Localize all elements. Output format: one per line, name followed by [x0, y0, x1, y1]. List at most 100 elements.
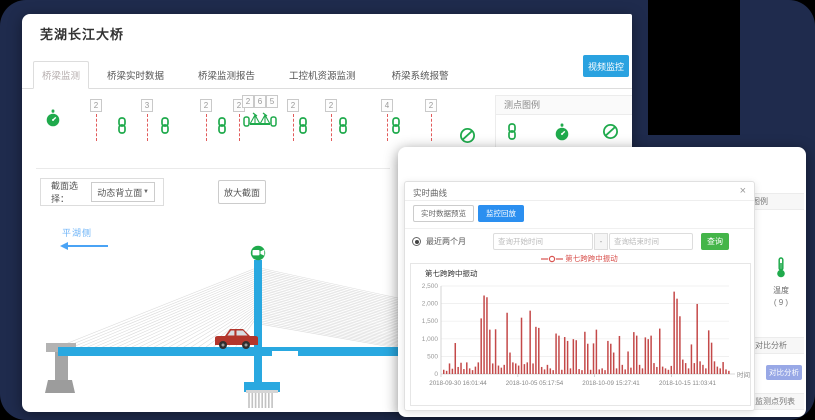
modal-header: 实时曲线 ×	[405, 182, 754, 201]
svg-text:2018-10-15 11:03:41: 2018-10-15 11:03:41	[659, 380, 717, 387]
start-time-input[interactable]	[493, 233, 593, 250]
divider	[36, 168, 390, 169]
dashed-line	[292, 114, 294, 141]
range-radio[interactable]	[412, 237, 421, 246]
tab-bar: 桥梁监测 桥梁实时数据 桥梁监测报告 工控机资源监测 桥梁系统报警	[22, 61, 632, 89]
dashed-line	[146, 114, 148, 141]
sensor-count-badge: 2	[325, 99, 337, 112]
svg-text:2,000: 2,000	[422, 301, 439, 308]
sensor-marker: 2	[325, 95, 337, 141]
tab-3[interactable]: 桥梁监测报告	[198, 71, 256, 82]
dashed-line	[386, 114, 388, 141]
end-time-input[interactable]	[609, 233, 693, 250]
sensor-count-badge: 2	[200, 99, 212, 112]
video-monitor-button[interactable]: 视频监控	[583, 55, 629, 77]
svg-text:2018-10-09 15:27:41: 2018-10-09 15:27:41	[582, 380, 640, 387]
sidebar-temperature-item[interactable]: 温度 ( 9 )	[764, 257, 798, 307]
modal-title: 实时曲线	[413, 188, 448, 198]
legend-marker-icon	[541, 255, 564, 263]
sensor-count-badge: 2	[242, 95, 254, 108]
caret-down-icon: ▼	[143, 189, 149, 195]
section-select-value: 动态背立面	[97, 187, 143, 198]
tab-2[interactable]: 桥梁实时数据	[107, 71, 165, 82]
secondary-window: 测点图例 温度 ( 9 ) 对比分析 对比分析 监测点列表 实时曲线 × 实时数…	[398, 147, 806, 417]
svg-text:2018-10-05 05:17:54: 2018-10-05 05:17:54	[506, 380, 564, 387]
dashed-line	[205, 114, 207, 141]
svg-text:0: 0	[434, 371, 438, 378]
page-title: 芜湖长江大桥	[40, 27, 125, 42]
legend-icons-row	[496, 115, 632, 155]
sensor-marker: 4	[381, 95, 393, 141]
sensor-marker: 2	[287, 95, 299, 141]
sensor-marker: 2	[200, 95, 212, 141]
svg-text:第七跨跨中振动: 第七跨跨中振动	[425, 268, 478, 278]
sensor-count-badge: 6	[254, 95, 266, 108]
legend-panel-title: 测点图例	[496, 95, 632, 115]
chain-icon[interactable]	[216, 117, 228, 139]
section-select-group: 截面选择： 动态背立面 ▼	[40, 178, 164, 206]
legend-series-label: 第七跨跨中振动	[565, 254, 618, 263]
section-select-dropdown[interactable]: 动态背立面 ▼	[91, 182, 155, 202]
section-select-label: 截面选择：	[51, 181, 79, 204]
tab-4[interactable]: 工控机资源监测	[289, 71, 356, 82]
tab-1[interactable]: 桥梁监测	[33, 61, 90, 89]
modal-tab-bar: 实时数据预览 监控回放	[413, 205, 524, 222]
svg-text:2,500: 2,500	[422, 283, 439, 290]
bridge-side-label: 平湖侧	[62, 228, 93, 238]
stopwatch-icon[interactable]	[45, 109, 61, 133]
sensor-count-badge: 2	[425, 99, 437, 112]
ban-icon[interactable]	[459, 127, 476, 149]
dashed-line	[238, 114, 240, 141]
dashed-line	[430, 114, 432, 141]
chain-icon	[506, 123, 518, 145]
zoom-section-button[interactable]: 放大截面	[218, 180, 266, 204]
chain-icon[interactable]	[337, 117, 349, 139]
svg-text:1,000: 1,000	[422, 336, 439, 343]
chart-legend[interactable]: 第七跨跨中振动	[405, 253, 754, 264]
dashed-line	[330, 114, 332, 141]
divider	[405, 228, 754, 229]
sensor-marker: 2	[90, 95, 102, 141]
chain-icon[interactable]	[159, 117, 171, 139]
camera-icon	[250, 245, 266, 261]
sensor-count-badge: 2	[287, 99, 299, 112]
sensor-count-badge: 3	[141, 99, 153, 112]
query-row: 最近两个月 - 查询	[405, 233, 754, 251]
temperature-label: 温度	[773, 286, 789, 295]
bridge-diagram	[45, 245, 398, 408]
svg-text:时间: 时间	[737, 370, 750, 379]
left-arrow-icon	[60, 242, 108, 250]
vibration-chart: 第七跨跨中振动 0 500 1,000 1,500 2,000 2,500 2018-09-3…	[410, 263, 751, 406]
sensor-marker: 2	[425, 95, 437, 141]
svg-text:500: 500	[427, 353, 438, 360]
dashed-line	[95, 114, 97, 141]
ban-icon	[602, 123, 619, 145]
tab-5[interactable]: 桥梁系统报警	[391, 71, 449, 82]
chain-icon[interactable]	[390, 117, 402, 139]
sensor-count-badge: 4	[381, 99, 393, 112]
chain-icon[interactable]	[297, 117, 309, 139]
svg-text:2018-09-30 16:01:44: 2018-09-30 16:01:44	[429, 380, 487, 387]
sensor-count-badge: 5	[266, 95, 278, 108]
modal-tab-2[interactable]: 监控回放	[478, 205, 524, 222]
sensor-count-badge: 2	[90, 99, 102, 112]
sensor-marker: 3	[141, 95, 153, 141]
chain-icon[interactable]	[116, 117, 128, 139]
thermometer-icon	[775, 257, 787, 283]
compare-analysis-button[interactable]: 对比分析	[766, 365, 802, 380]
range-separator: -	[594, 233, 608, 250]
red-car	[215, 329, 258, 349]
svg-text:1,500: 1,500	[422, 318, 439, 325]
legend-panel: 测点图例	[495, 95, 632, 161]
modal-tab-1[interactable]: 实时数据预览	[413, 205, 474, 222]
temperature-count: ( 9 )	[773, 298, 789, 307]
close-icon[interactable]: ×	[739, 185, 746, 197]
stopwatch-icon	[554, 123, 570, 147]
range-radio-label: 最近两个月	[426, 237, 466, 246]
blackout-region	[648, 0, 740, 135]
query-button[interactable]: 查询	[701, 233, 729, 250]
